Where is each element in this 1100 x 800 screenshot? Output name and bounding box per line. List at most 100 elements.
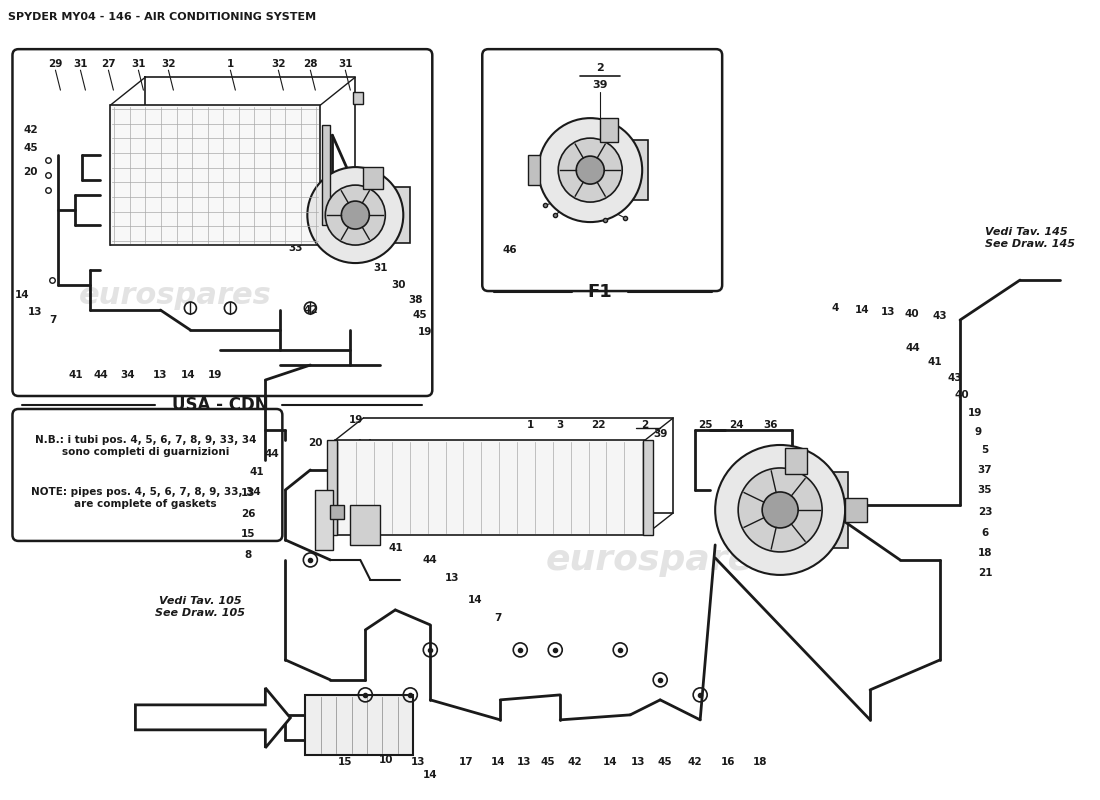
Text: 45: 45 — [412, 310, 428, 320]
Text: 44: 44 — [178, 230, 192, 240]
Polygon shape — [135, 688, 290, 748]
Text: 34: 34 — [120, 370, 134, 380]
Text: 6: 6 — [981, 528, 989, 538]
Bar — [353, 92, 363, 104]
Bar — [363, 167, 383, 189]
Text: 2: 2 — [641, 420, 649, 430]
Circle shape — [558, 138, 623, 202]
Text: 19: 19 — [349, 415, 363, 425]
Circle shape — [307, 167, 404, 263]
Text: 39: 39 — [653, 429, 668, 439]
Text: 42: 42 — [568, 757, 583, 767]
Bar — [355, 187, 410, 243]
Text: 4: 4 — [832, 303, 839, 313]
Text: 41: 41 — [158, 207, 173, 217]
Text: 5: 5 — [981, 445, 989, 455]
Text: 3: 3 — [557, 420, 564, 430]
Text: 7: 7 — [495, 613, 502, 623]
Text: 1: 1 — [227, 59, 234, 69]
Text: 18: 18 — [752, 757, 768, 767]
Circle shape — [738, 468, 822, 552]
Text: 43: 43 — [933, 311, 947, 321]
Text: 31: 31 — [373, 263, 387, 273]
Text: 43: 43 — [948, 373, 962, 383]
Text: 9: 9 — [975, 427, 981, 437]
Text: Vedi Tav. 145
See Draw. 145: Vedi Tav. 145 See Draw. 145 — [984, 227, 1075, 249]
Text: 2: 2 — [596, 63, 604, 73]
Bar — [330, 505, 344, 519]
Bar — [328, 440, 338, 535]
Circle shape — [326, 185, 385, 245]
Bar — [322, 125, 330, 225]
Bar — [780, 472, 848, 548]
Text: 23: 23 — [978, 507, 992, 517]
Text: 41: 41 — [249, 467, 264, 477]
Text: 11: 11 — [389, 505, 404, 515]
Text: 31: 31 — [131, 59, 145, 69]
Bar — [353, 187, 363, 199]
Text: 14: 14 — [491, 757, 506, 767]
Text: 36: 36 — [763, 420, 778, 430]
Text: USA - CDN: USA - CDN — [172, 396, 268, 414]
Text: 32: 32 — [162, 59, 176, 69]
Text: 1: 1 — [527, 420, 534, 430]
Text: 10: 10 — [379, 755, 394, 765]
Text: 44: 44 — [94, 370, 108, 380]
Text: 18: 18 — [978, 548, 992, 558]
Text: 41: 41 — [927, 357, 943, 367]
Text: 8: 8 — [244, 550, 252, 560]
Bar — [601, 118, 618, 142]
Text: 30: 30 — [392, 280, 406, 290]
Text: 13: 13 — [153, 370, 167, 380]
Text: 38: 38 — [408, 295, 422, 305]
FancyBboxPatch shape — [482, 49, 723, 291]
Text: 44: 44 — [265, 449, 279, 459]
Text: 13: 13 — [446, 573, 460, 583]
Circle shape — [341, 201, 370, 229]
Text: 45: 45 — [541, 757, 556, 767]
Text: SPYDER MY04 - 146 - AIR CONDITIONING SYSTEM: SPYDER MY04 - 146 - AIR CONDITIONING SYS… — [9, 12, 317, 22]
Text: 46: 46 — [503, 245, 518, 255]
Text: 13: 13 — [411, 757, 426, 767]
Text: 27: 27 — [101, 59, 116, 69]
Text: eurospares: eurospares — [546, 543, 774, 577]
Text: 35: 35 — [978, 485, 992, 495]
Text: NOTE: pipes pos. 4, 5, 6, 7, 8, 9, 33, 34
are complete of gaskets: NOTE: pipes pos. 4, 5, 6, 7, 8, 9, 33, 3… — [31, 487, 261, 509]
Bar — [644, 440, 653, 535]
FancyBboxPatch shape — [12, 49, 432, 396]
Text: 24: 24 — [729, 420, 744, 430]
Text: 31: 31 — [74, 59, 88, 69]
Text: 28: 28 — [304, 59, 318, 69]
Text: 13: 13 — [881, 307, 895, 317]
Text: 20: 20 — [23, 167, 37, 177]
Circle shape — [538, 118, 642, 222]
Bar — [785, 448, 807, 474]
Bar — [306, 695, 414, 755]
Text: 41: 41 — [389, 543, 404, 553]
Text: 14: 14 — [603, 757, 617, 767]
Text: 21: 21 — [978, 568, 992, 578]
Text: 16: 16 — [720, 757, 736, 767]
Bar — [316, 490, 333, 550]
Bar — [528, 155, 540, 185]
Text: 7: 7 — [48, 315, 56, 325]
Bar — [591, 140, 648, 200]
Text: 15: 15 — [241, 529, 255, 539]
Circle shape — [762, 492, 799, 528]
Text: 42: 42 — [302, 305, 318, 315]
Text: F1: F1 — [587, 283, 613, 301]
FancyBboxPatch shape — [12, 409, 283, 541]
Polygon shape — [110, 105, 320, 245]
Text: 19: 19 — [418, 327, 432, 337]
Text: 13: 13 — [631, 757, 646, 767]
Text: 13: 13 — [29, 307, 43, 317]
Text: Vedi Tav. 105
See Draw. 105: Vedi Tav. 105 See Draw. 105 — [155, 596, 245, 618]
Text: 40: 40 — [905, 309, 920, 319]
Text: 14: 14 — [468, 595, 483, 605]
Text: 12: 12 — [415, 515, 429, 525]
Text: 37: 37 — [978, 465, 992, 475]
Text: 19: 19 — [208, 370, 222, 380]
Polygon shape — [336, 440, 646, 535]
Text: 13: 13 — [241, 488, 255, 498]
Text: 15: 15 — [338, 757, 353, 767]
